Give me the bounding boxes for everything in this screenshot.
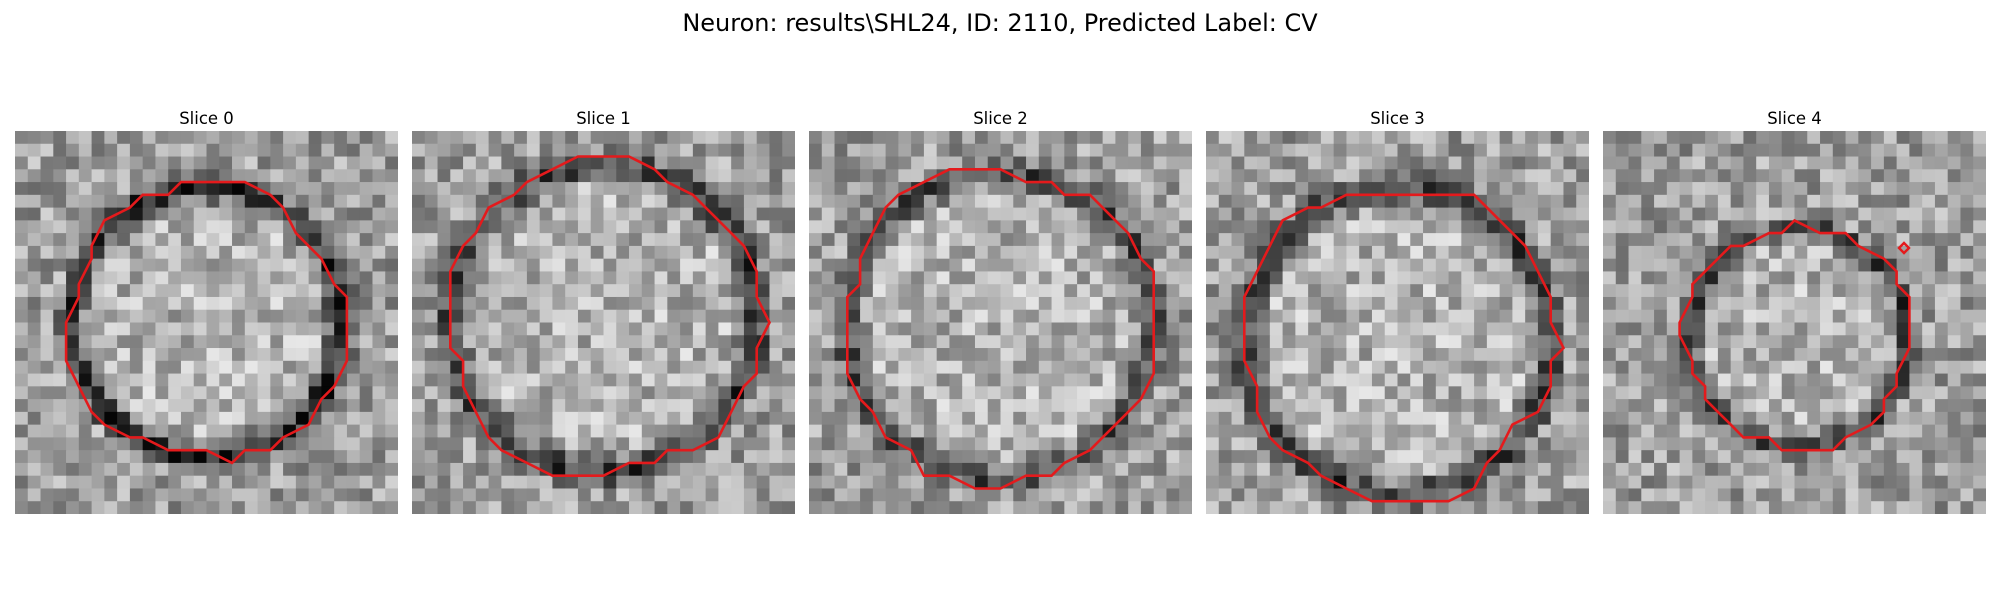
figure-title: Neuron: results\SHL24, ID: 2110, Predict… (0, 8, 2000, 38)
slice-title: Slice 1 (412, 109, 795, 131)
slice-title: Slice 0 (15, 109, 398, 131)
slice-image (809, 131, 1192, 514)
slice-panel-0: Slice 0 (15, 109, 398, 514)
slice-panel-4: Slice 4 (1603, 109, 1986, 514)
slice-panel-3: Slice 3 (1206, 109, 1589, 514)
slice-image (15, 131, 398, 514)
slice-title: Slice 3 (1206, 109, 1589, 131)
slice-image (1603, 131, 1986, 514)
slice-image (412, 131, 795, 514)
slice-image (1206, 131, 1589, 514)
slice-title: Slice 4 (1603, 109, 1986, 131)
slice-title: Slice 2 (809, 109, 1192, 131)
slice-panel-2: Slice 2 (809, 109, 1192, 514)
slice-panel-1: Slice 1 (412, 109, 795, 514)
